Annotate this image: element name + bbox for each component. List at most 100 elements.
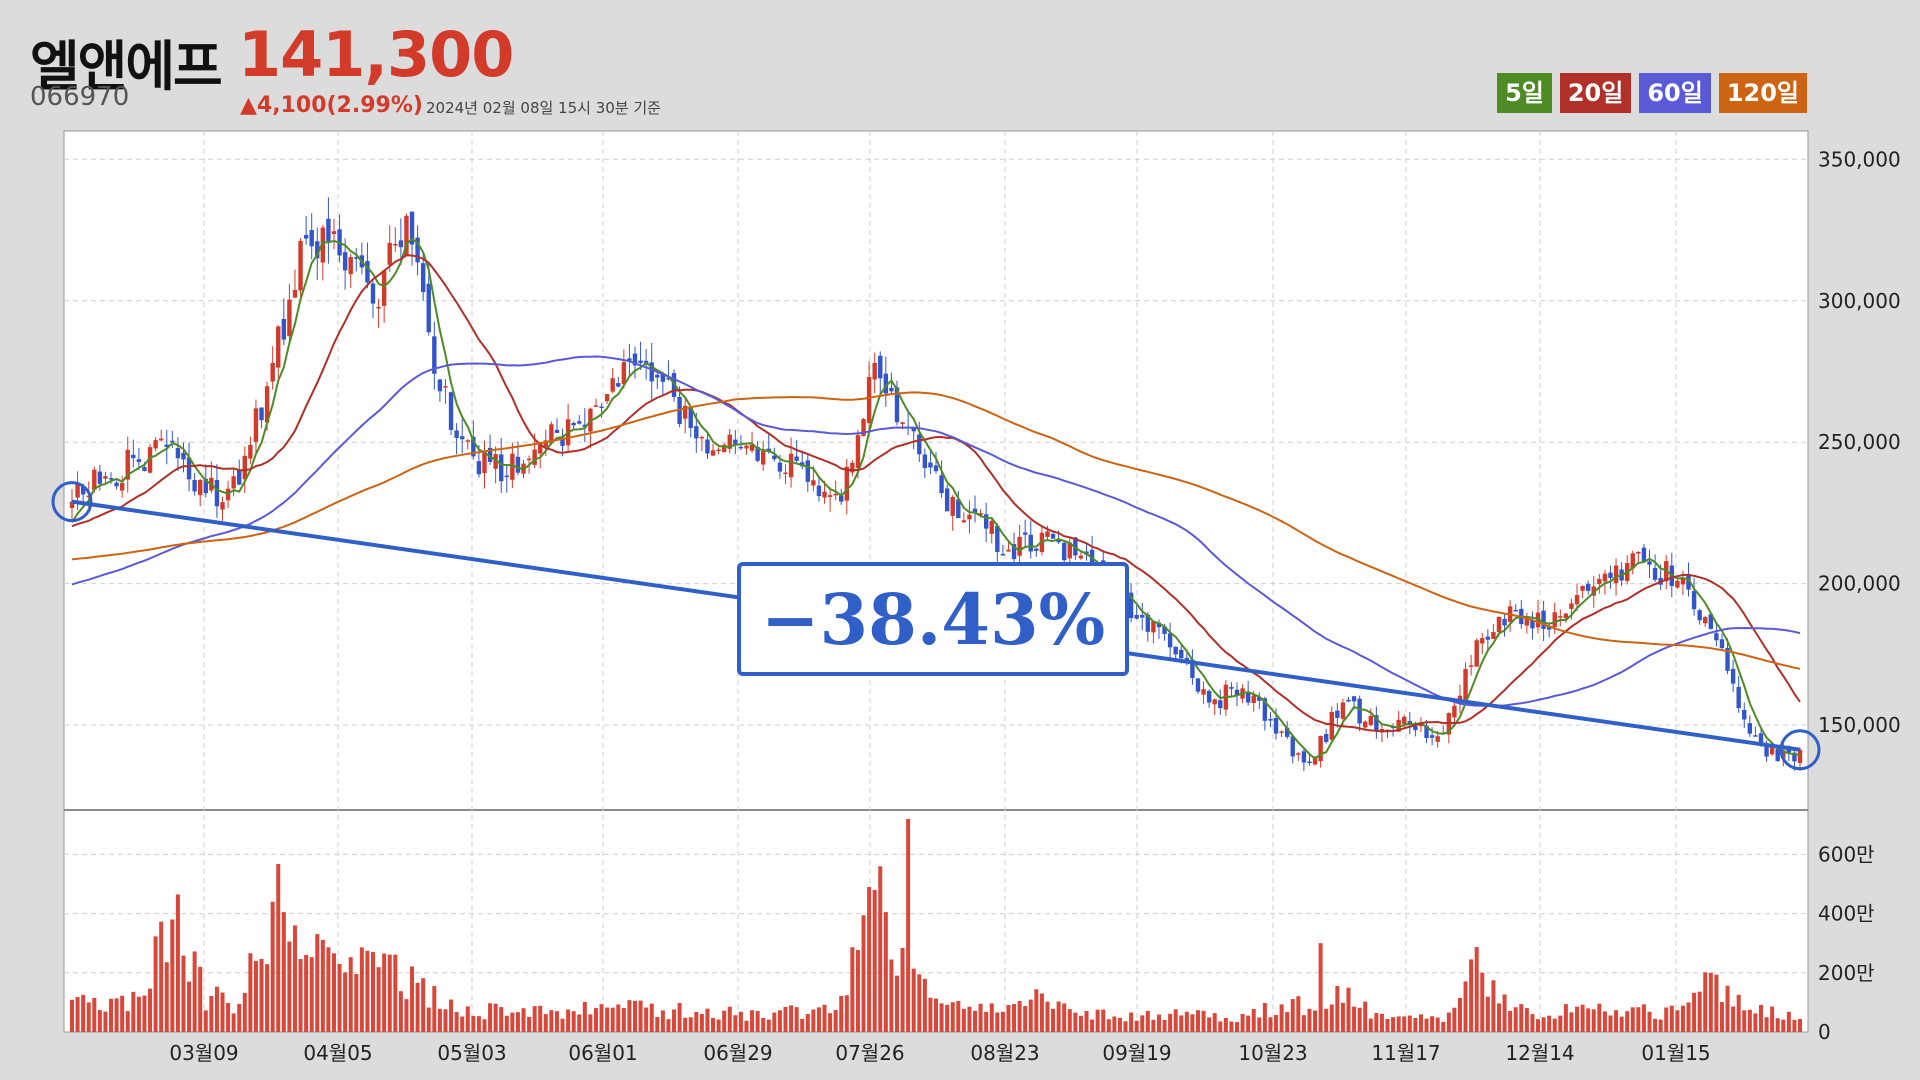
price-tick-label: 150,000 [1818, 713, 1901, 737]
volume-bar [343, 972, 348, 1032]
candle-body [1652, 567, 1658, 580]
candle-body [1329, 711, 1334, 740]
volume-bar [1541, 1017, 1546, 1032]
ma-line-20 [71, 254, 1801, 733]
candle-body [404, 215, 409, 256]
volume-bar [1675, 1010, 1680, 1032]
volume-bar [120, 995, 125, 1032]
candle-body [822, 491, 827, 498]
volume-bar [103, 1011, 108, 1032]
volume-bar [476, 1016, 481, 1032]
candle-body [839, 495, 844, 502]
volume-bar [1519, 1004, 1524, 1032]
candle-body [1680, 578, 1686, 585]
candle-body [1474, 640, 1479, 667]
candle-body [571, 422, 576, 426]
volume-bar [1653, 1018, 1658, 1032]
x-tick-label: 01월15 [1641, 1041, 1710, 1065]
volume-bar [1418, 1014, 1423, 1032]
candle-body [1513, 609, 1518, 612]
volume-bar [1368, 1018, 1373, 1032]
volume-bar [984, 1011, 989, 1032]
x-tick-label: 10월23 [1238, 1041, 1307, 1065]
candle-body [827, 495, 833, 497]
candle-body [526, 458, 532, 461]
volume-bar [493, 1003, 498, 1032]
volume-bar [906, 818, 911, 1032]
volume-bar [142, 995, 147, 1032]
candle-body [755, 447, 760, 461]
candle-body [788, 453, 794, 478]
volume-bar [1625, 1011, 1630, 1032]
volume-bar [593, 1008, 598, 1032]
candle-body [342, 252, 348, 271]
candle-body [186, 457, 192, 480]
candle-body [259, 407, 264, 421]
volume-bar [1140, 1015, 1145, 1032]
candle-body [1736, 686, 1741, 709]
candle-body [983, 514, 989, 529]
candle-body [627, 358, 632, 361]
legend-ma60[interactable]: 60일 [1639, 73, 1711, 113]
legend-ma120[interactable]: 120일 [1718, 73, 1807, 113]
volume-bar [738, 1011, 743, 1032]
volume-bar [861, 915, 866, 1032]
volume-bar [114, 998, 119, 1032]
x-tick-label: 08월23 [970, 1041, 1039, 1065]
candle-body [922, 454, 928, 469]
candle-body [632, 353, 638, 366]
volume-bar [1212, 1013, 1217, 1032]
volume-bar [298, 959, 303, 1032]
candle-body [1368, 715, 1373, 725]
candle-body [549, 424, 554, 444]
volume-bar [1095, 1009, 1100, 1032]
candle-body [1134, 614, 1139, 619]
volume-bar [945, 1004, 950, 1032]
candle-body [1424, 725, 1429, 738]
volume-bar [978, 1003, 983, 1032]
candle-body [727, 434, 732, 449]
candle-body [387, 242, 392, 265]
candle-body [577, 421, 582, 424]
volume-bar [1485, 996, 1490, 1032]
candle-body [370, 283, 376, 304]
volume-bar [672, 1009, 677, 1032]
price-tick-label: 250,000 [1818, 430, 1901, 454]
legend-ma5[interactable]: 5일 [1497, 73, 1552, 113]
candle-body [214, 480, 220, 507]
candle-body [705, 439, 710, 454]
candle-body [1050, 533, 1056, 539]
candle-body [1000, 553, 1006, 556]
volume-bar [1274, 1015, 1279, 1032]
legend-ma20[interactable]: 20일 [1559, 73, 1632, 113]
candle-body [1468, 665, 1474, 667]
candle-body [939, 475, 944, 494]
volume-bar [471, 1015, 476, 1032]
volume-bar [666, 1019, 671, 1032]
candle-body [604, 394, 610, 402]
volume-bar [1424, 1018, 1429, 1032]
candle-body [1162, 626, 1167, 634]
candle-body [1318, 735, 1323, 762]
candle-body [616, 383, 621, 387]
volume-bar [365, 950, 370, 1032]
candle-body [1758, 733, 1764, 744]
candle-body [805, 460, 810, 482]
volume-bar [1731, 1006, 1736, 1032]
candle-body [1792, 752, 1797, 762]
candle-body [1234, 689, 1240, 697]
volume-bar [1034, 989, 1039, 1032]
candle-body [1703, 617, 1708, 624]
volume-bar [1402, 1016, 1407, 1032]
candle-body [1452, 705, 1457, 718]
volume-bar [1190, 1014, 1195, 1032]
volume-bar [1725, 985, 1730, 1032]
volume-bar [1313, 1010, 1318, 1032]
candle-body [1769, 746, 1775, 755]
volume-bar [404, 999, 409, 1032]
candle-body [1429, 735, 1435, 738]
candle-body [978, 513, 983, 515]
candle-body [270, 362, 275, 382]
candle-body [1301, 751, 1307, 763]
